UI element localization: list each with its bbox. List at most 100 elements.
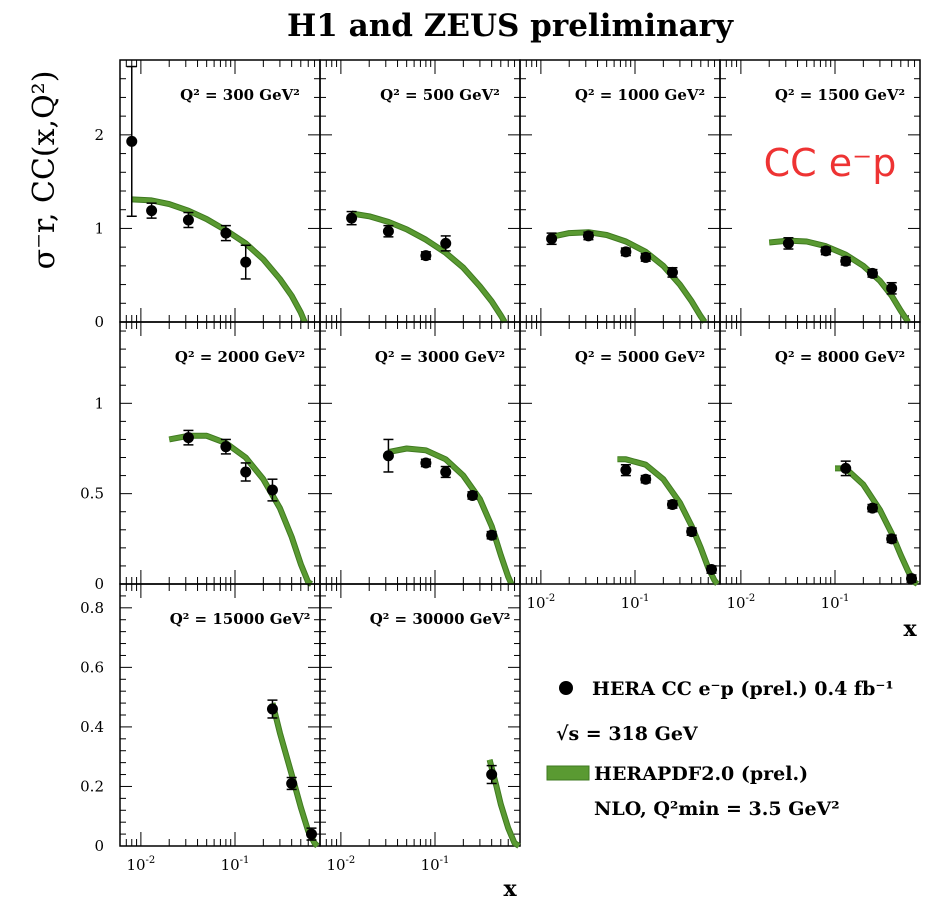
q2-label: Q² = 3000 GeV² <box>375 348 505 366</box>
panel-8: 0 0.2 0.4 0.6 0.8 10-2 10-1 Q² = 15000 GeV² <box>80 583 321 874</box>
y-tick-label: 0.2 <box>80 777 104 795</box>
data-point <box>620 464 632 476</box>
data-point <box>420 250 432 262</box>
data-point <box>382 225 394 237</box>
data-point <box>266 703 278 715</box>
data-point <box>620 246 632 258</box>
x-tick-label: 10-1 <box>621 593 650 612</box>
q2-label: Q² = 500 GeV² <box>380 86 500 104</box>
x-axis-label-lower: x <box>503 876 517 902</box>
q2-label: Q² = 2000 GeV² <box>175 348 305 366</box>
q2-label: Q² = 30000 GeV² <box>370 610 511 628</box>
x-tick-label: 10-1 <box>221 855 250 874</box>
y-tick-label: 0.5 <box>80 485 104 503</box>
panel-4: 0 0.5 1 Q² = 2000 GeV² <box>80 321 321 593</box>
fit-curve-edge <box>351 210 508 324</box>
panel-7: 10-2 10-1 Q² = 8000 GeV² <box>719 321 921 612</box>
data-point <box>440 237 452 249</box>
x-axis-label-upper: x <box>903 616 917 642</box>
data-point <box>640 251 652 263</box>
fit-curve <box>168 433 313 586</box>
panel-0: 0 1 2 Q² = 300 GeV² <box>94 59 321 331</box>
data-point <box>820 245 832 257</box>
data-point <box>886 282 898 294</box>
process-label: CC e⁻p <box>764 141 897 185</box>
data-point <box>146 205 158 217</box>
legend-fit-sub-label: NLO, Q²min = 3.5 GeV² <box>594 798 840 820</box>
fit-curve-edge <box>617 456 720 586</box>
q2-label: Q² = 15000 GeV² <box>170 610 311 628</box>
y-tick-label: 1 <box>94 219 104 237</box>
data-point <box>420 457 432 469</box>
y-tick-label: 0 <box>94 313 104 331</box>
x-tick-label: 10-2 <box>126 855 155 874</box>
data-point <box>220 227 232 239</box>
y-tick-label: 0 <box>94 837 104 855</box>
legend-data-label: HERA CC e⁻p (prel.) 0.4 fb⁻¹ <box>592 678 894 700</box>
q2-label: Q² = 1500 GeV² <box>775 86 905 104</box>
data-point <box>220 441 232 453</box>
y-tick-label: 0.6 <box>80 658 104 676</box>
fit-curve <box>351 211 507 324</box>
fit-curve <box>835 466 919 586</box>
x-tick-label: 10-2 <box>326 855 355 874</box>
panel-6: 10-2 10-1 Q² = 5000 GeV² <box>519 321 721 612</box>
y-tick-label: 1 <box>94 394 104 412</box>
x-tick-label: 10-1 <box>821 593 850 612</box>
data-point <box>486 769 498 781</box>
legend-fit-label: HERAPDF2.0 (prel.) <box>594 763 808 785</box>
x-tick-label: 10-1 <box>421 855 450 874</box>
legend: HERA CC e⁻p (prel.) 0.4 fb⁻¹ √s = 318 Ge… <box>546 678 894 820</box>
legend-fit-swatch <box>546 765 590 781</box>
q2-label: Q² = 8000 GeV² <box>775 348 905 366</box>
x-tick-label: 10-2 <box>526 593 555 612</box>
data-point <box>640 473 652 485</box>
y-tick-label: 0.8 <box>80 599 104 617</box>
data-point <box>306 828 318 840</box>
data-point <box>782 237 794 249</box>
x-tick-label: 10-2 <box>726 593 755 612</box>
panel-1: Q² = 500 GeV² <box>319 59 521 324</box>
q2-label: Q² = 1000 GeV² <box>575 86 705 104</box>
data-point <box>706 564 718 576</box>
legend-energy-label: √s = 318 GeV <box>556 723 699 745</box>
data-point <box>266 484 278 496</box>
y-tick-label: 0.4 <box>80 718 104 736</box>
y-axis-label: σ⁻r, CC(x,Q²) <box>27 71 62 270</box>
panel-9: 10-2 10-1 Q² = 30000 GeV² <box>319 583 521 874</box>
data-point <box>382 450 394 462</box>
fit-curve <box>551 230 707 324</box>
data-point <box>240 466 252 478</box>
data-point <box>466 489 478 501</box>
data-point <box>840 462 852 474</box>
data-point <box>486 529 498 541</box>
fit-curve-edge <box>131 196 308 324</box>
data-point <box>666 266 678 278</box>
data-point <box>906 573 918 585</box>
data-point <box>582 230 594 242</box>
data-point <box>346 212 358 224</box>
data-point <box>866 502 878 514</box>
data-point <box>286 777 298 789</box>
fit-curve <box>617 457 719 586</box>
panel-2: Q² = 1000 GeV² <box>519 59 721 324</box>
q2-label: Q² = 300 GeV² <box>180 86 300 104</box>
figure-title: H1 and ZEUS preliminary <box>287 8 734 44</box>
q2-label: Q² = 5000 GeV² <box>575 348 705 366</box>
data-point <box>666 498 678 510</box>
fit-curve <box>769 238 910 324</box>
data-point <box>240 256 252 268</box>
data-point <box>182 214 194 226</box>
data-point <box>866 267 878 279</box>
fit-curve <box>487 759 521 848</box>
legend-data-marker <box>559 681 573 695</box>
fit-curve-edge <box>550 229 708 324</box>
fit-curve <box>388 446 514 585</box>
fit-curve <box>131 197 307 323</box>
y-tick-label: 0 <box>94 575 104 593</box>
data-point <box>886 533 898 545</box>
fit-curve-edge <box>168 432 313 587</box>
panel-grid: 0 1 2 Q² = 300 GeV² Q² = 500 GeV² Q² = 1000 G… <box>80 59 921 874</box>
data-point <box>546 233 558 245</box>
